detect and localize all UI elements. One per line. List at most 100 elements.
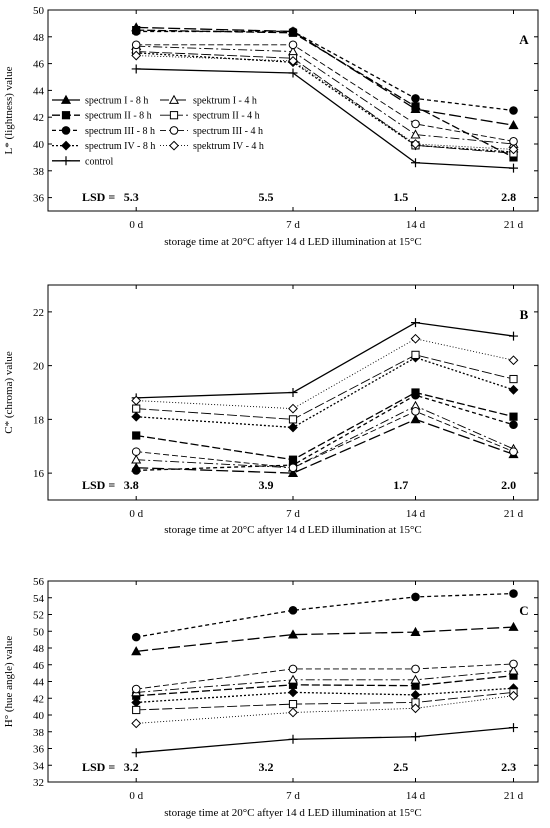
data-point [508,120,519,130]
series-line [136,30,514,112]
y-tick-label: 38 [33,166,45,178]
lsd-value: 2.0 [501,478,516,492]
data-point [288,700,298,709]
series-line [136,394,514,472]
y-axis-label: L* (lightness) value [3,66,15,154]
y-tick-label: 32 [33,777,44,789]
legend-marker [61,111,71,120]
lsd-value: 2.8 [501,190,516,204]
series-line [136,405,514,469]
y-tick-label: 56 [33,576,45,588]
data-point [410,414,421,424]
series-line [136,410,514,469]
lsd-label: LSD = [82,760,115,774]
series-line [136,592,514,638]
x-tick-label: 0 d [129,219,143,231]
chart-panel-a: 36 38 40 42 44 46 48 50 0 d 7 d 14 d 21 d L* (lightn… [3,5,539,248]
legend-marker [60,94,72,104]
lsd-value: 3.8 [124,478,139,492]
series-triangle-filled [131,22,519,130]
legend-entry: spektrum IV - 4 h [193,141,264,152]
data-point [410,674,421,684]
data-point [508,665,519,675]
data-point [131,454,142,464]
series-circle-open [131,40,518,146]
data-point [288,68,298,78]
y-tick-label: 16 [33,468,45,480]
legend: spectrum I - 8 h spectrum II - 8 h spectru… [52,94,264,167]
chart-panel-b: 16 18 20 22 0 d 7 d 14 d 21 d C* (chroma) value s… [3,284,539,536]
series-line [136,51,514,154]
series-line [136,695,514,724]
series-line [136,354,514,420]
series-circle-open [131,659,518,694]
x-tick-label: 14 d [406,219,426,231]
series-circle-filled [131,390,518,475]
series-circle-filled [131,589,518,642]
series-circle-filled [131,27,518,115]
x-axis-label: storage time at 20°C aftyer 14 d LED ill… [164,236,421,248]
data-point [131,646,142,656]
data-point [410,626,421,636]
lsd-value: 5.5 [259,190,274,204]
legend-entry: spectrum II - 4 h [193,111,260,122]
x-tick-label: 21 d [504,508,524,520]
series-line [136,691,514,711]
x-tick-label: 7 d [286,508,300,520]
series-circle-open [131,407,518,473]
y-tick-label: 48 [33,32,45,44]
data-point [287,629,299,639]
data-point [131,748,141,758]
y-tick-label: 46 [33,59,45,71]
legend-entry: spektrum I - 4 h [193,96,257,107]
data-point [131,50,142,61]
y-tick-label: 34 [33,760,45,772]
series-plus [131,318,518,403]
series-square-open [132,350,518,424]
y-tick-label: 50 [33,626,45,638]
data-point [411,664,420,674]
series-line [136,55,514,150]
data-point [411,94,420,103]
y-tick-label: 36 [33,193,45,205]
data-point [288,422,298,433]
y-tick-label: 44 [33,85,45,97]
data-point [131,632,141,642]
series-diamond-open [131,333,519,414]
x-tick-label: 21 d [504,219,524,231]
data-point [288,734,298,744]
legend-marker [168,94,180,104]
data-point [508,621,519,631]
y-axis-label: C* (chroma) value [3,351,15,434]
series-line [136,663,514,690]
y-tick-label: 54 [33,593,45,605]
y-tick-label: 20 [33,361,45,373]
y-tick-label: 42 [33,693,44,705]
y-tick-label: 46 [33,660,45,672]
data-point [509,420,518,430]
x-tick-label: 0 d [129,508,143,520]
data-point [288,40,298,50]
lsd-label: LSD = [82,478,115,492]
data-point [509,589,518,598]
panel-label: C [519,603,528,618]
data-point [288,707,298,718]
legend-entry: spectrum IV - 8 h [85,141,155,152]
series-diamond-filled [131,352,519,433]
lsd-label: LSD = [82,190,115,204]
data-point [410,703,421,714]
data-point [411,390,420,400]
series-line [136,687,514,704]
data-point [288,664,298,674]
series-line [136,626,514,652]
data-point [288,56,298,66]
data-point [132,431,141,440]
data-point [411,158,420,168]
data-point [508,144,519,155]
legend-marker [169,126,179,135]
chart-panel-c: 32 34 36 38 40 42 44 46 48 50 52 54 56 0 d 7 d 14 d 21 d… [3,576,539,819]
x-tick-label: 14 d [406,508,426,520]
series-diamond-filled [131,47,519,157]
data-point [509,447,518,456]
